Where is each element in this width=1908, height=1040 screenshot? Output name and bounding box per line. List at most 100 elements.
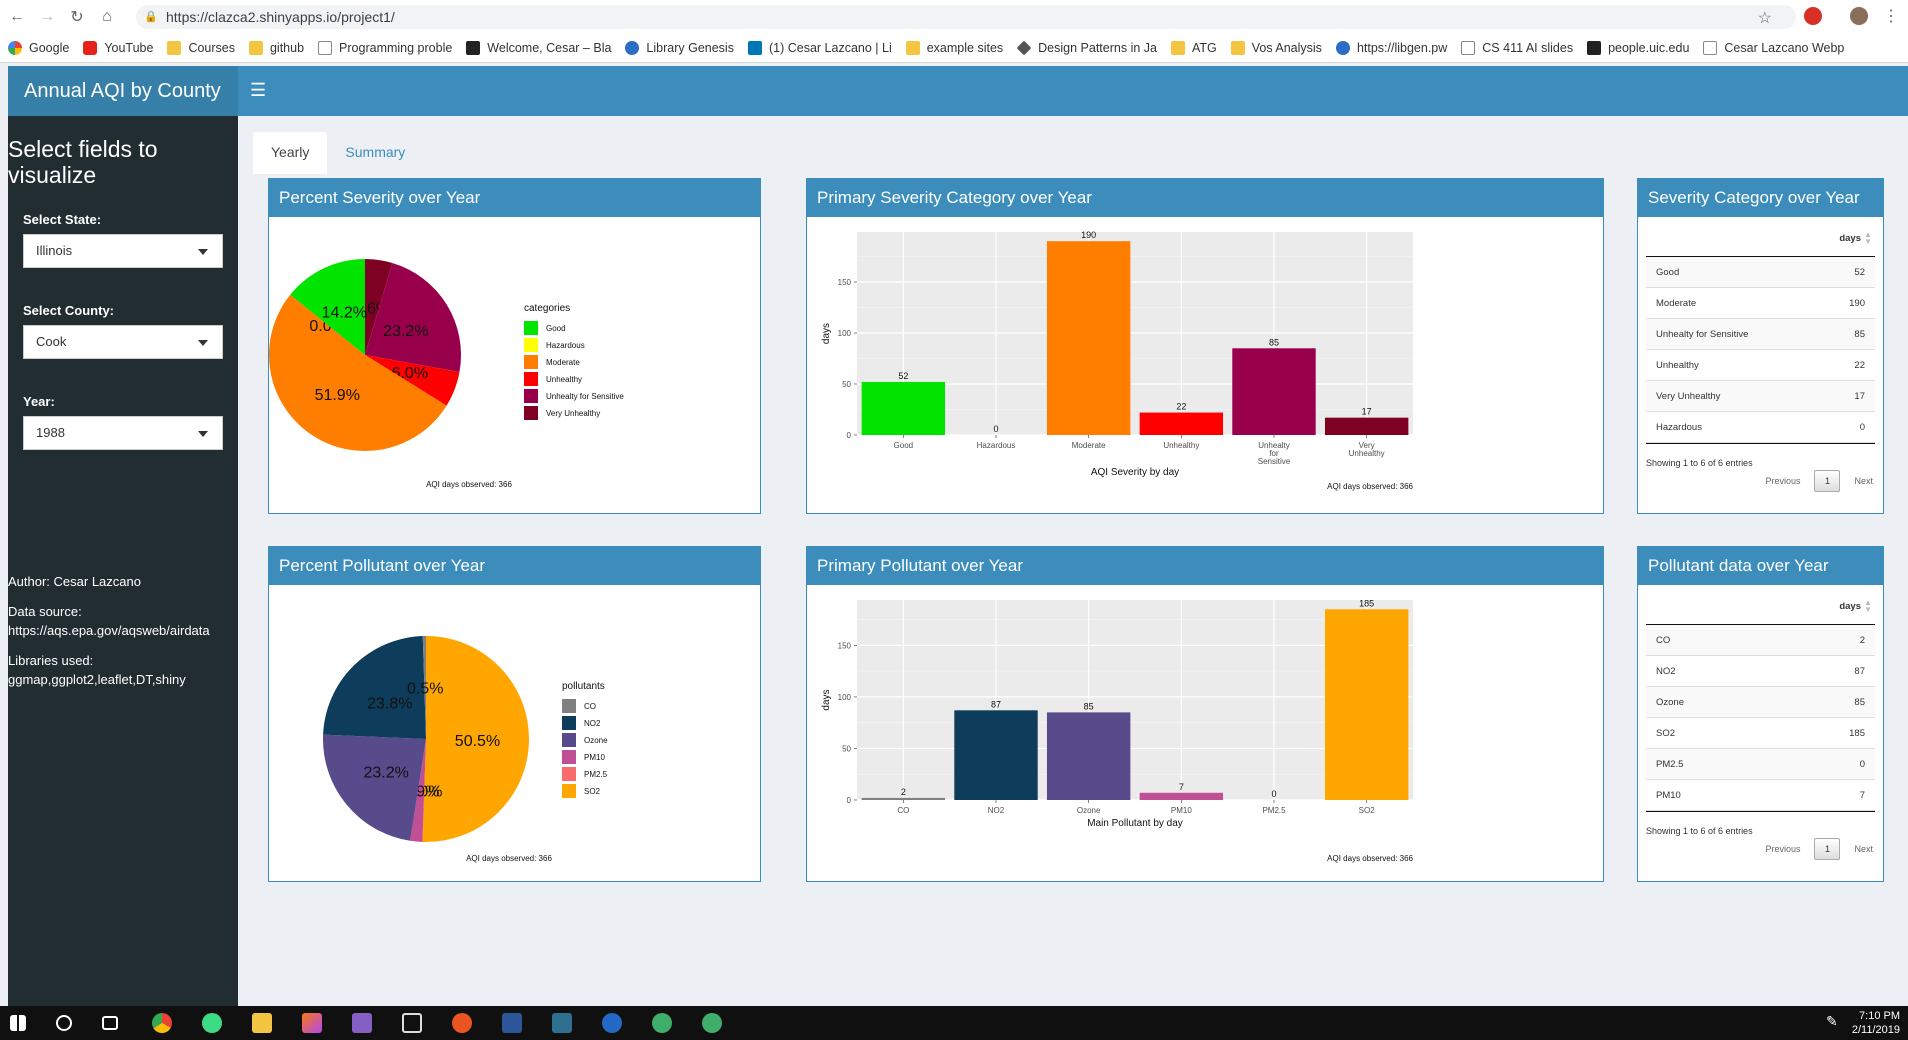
tab-yearly[interactable]: Yearly [253,132,328,174]
ubuntu-icon[interactable] [452,1013,472,1033]
primary-severity-box: Primary Severity Category over Year 0 50 1… [806,178,1604,514]
hamburger-icon[interactable]: ☰ [250,80,267,100]
windows-start-icon[interactable] [10,1015,26,1031]
menu-dots-icon[interactable]: ⋮ [1883,8,1899,25]
app-icon-green-2[interactable] [702,1013,722,1033]
bar [1232,348,1316,435]
dropdown-caret-icon [198,249,208,255]
severity-table-box: Severity Category over Year days ▲ ▼ Good 5… [1637,178,1884,514]
word-icon[interactable] [502,1013,522,1033]
bookmark-item[interactable]: Design Patterns in Ja [1016,40,1157,55]
page-1-button[interactable]: 1 [1814,838,1841,860]
file-explorer-icon[interactable] [252,1013,272,1033]
table-row: Ozone 85 [1646,687,1875,718]
forward-icon[interactable]: → [39,7,55,25]
table-footer-rule [1646,811,1875,815]
previous-button[interactable]: Previous [1765,844,1801,854]
previous-button[interactable]: Previous [1765,476,1801,486]
legend-label: PM10 [584,753,605,762]
bookmark-item[interactable]: ATG [1170,40,1217,55]
state-select[interactable]: Illinois [23,234,223,268]
bookmark-item[interactable]: Library Genesis [625,40,734,55]
chrome-taskbar-icon[interactable] [152,1013,172,1033]
table-cell-category: Unhealty for Sensitive [1656,329,1749,340]
bookmark-item[interactable]: Programming proble [318,40,452,55]
bookmark-item[interactable]: Cesar Lazcano Webp [1703,40,1844,55]
reload-icon[interactable]: ↻ [70,8,84,26]
next-button[interactable]: Next [1854,844,1873,854]
next-button[interactable]: Next [1854,476,1873,486]
3d-box-icon[interactable] [402,1013,422,1033]
search-circle-icon[interactable] [56,1015,72,1031]
bookmark-item[interactable]: example sites [905,40,1003,55]
sidebar: Select fields to visualize Select State:… [8,116,238,1006]
y-tick-label: 150 [838,278,852,287]
bookmark-item[interactable]: (1) Cesar Lazcano | Li [747,40,892,55]
profile-avatar[interactable] [1850,7,1868,25]
bookmark-item[interactable]: https://libgen.pw [1335,40,1447,55]
table-cell-days: 7 [1859,790,1865,801]
table-cell-days: 22 [1854,360,1865,371]
page-icon [1461,40,1476,55]
sort-arrows-icon[interactable]: ▲ ▼ [1864,598,1872,614]
severity-data-table: days ▲ ▼ Good 52 Moderate 190 Unhealty for S… [1646,221,1875,447]
table-header[interactable]: days ▲ ▼ [1646,221,1875,257]
bookmark-label: (1) Cesar Lazcano | Li [768,40,892,55]
table-info: Showing 1 to 6 of 6 entries [1646,826,1753,836]
days-column-header[interactable]: days [1839,233,1861,244]
lock-icon: 🔒 [144,11,158,23]
page-1-button[interactable]: 1 [1814,470,1841,492]
x-tick-label: Hazardous [977,441,1016,450]
page-icon [318,40,333,55]
bookmark-label: github [269,40,305,55]
days-column-header[interactable]: days [1839,601,1861,612]
bookmark-item[interactable]: Welcome, Cesar – Bla [466,40,611,55]
bookmark-item[interactable]: github [248,40,305,55]
bookmark-label: YouTube [104,40,154,55]
table-cell-pollutant: Ozone [1656,697,1684,708]
mysql-workbench-icon[interactable] [552,1013,572,1033]
bookmark-item[interactable]: people.uic.edu [1587,40,1689,55]
task-view-icon[interactable] [102,1016,118,1030]
table-header[interactable]: days ▲ ▼ [1646,589,1875,625]
r-icon[interactable] [602,1013,622,1033]
table-row: SO2 185 [1646,718,1875,749]
x-tick-label: CO [897,806,909,815]
app-icon-green[interactable] [652,1013,672,1033]
bar-value-label: 190 [1081,230,1096,240]
bookmark-item[interactable]: YouTube [83,40,154,55]
google-icon [8,40,22,55]
tab-summary[interactable]: Summary [345,144,406,160]
bookmark-item[interactable]: Courses [167,40,235,55]
bookmark-item[interactable]: Google [8,40,70,55]
pie-slice-label: 51.9% [315,387,360,404]
table-cell-days: 2 [1859,635,1865,646]
adblock-icon[interactable] [1804,7,1822,25]
percent-severity-box: Percent Severity over Year 4.6% 23.2% 6.0%… [268,178,761,514]
visual-studio-icon[interactable] [352,1013,372,1033]
bookmark-item[interactable]: CS 411 AI slides [1461,40,1574,55]
sort-arrows-icon[interactable]: ▲ ▼ [1864,230,1872,246]
pie-slice [365,355,460,406]
address-bar[interactable]: 🔒 https://clazca2.shinyapps.io/project1/… [136,5,1796,29]
back-icon[interactable]: ← [9,7,25,25]
county-label: Select County: [23,303,115,318]
year-select[interactable]: 1988 [23,416,223,450]
table-cell-category: Hazardous [1656,422,1702,433]
legend-label: Ozone [584,736,608,745]
sidebar-heading: Select fields to visualize [8,136,158,188]
x-tick-label: Unhealthy [1349,449,1385,458]
bookmark-label: Google [29,40,70,55]
county-select[interactable]: Cook [23,325,223,359]
intellij-icon[interactable] [302,1013,322,1033]
pie-slice [323,734,426,841]
android-studio-icon[interactable] [202,1013,222,1033]
x-axis-title: AQI Severity by day [1091,467,1179,478]
home-icon[interactable]: ⌂ [102,7,112,25]
x-tick-label: for [1269,449,1279,458]
pen-icon[interactable]: ✎ [1826,1013,1838,1029]
bookmark-star-icon[interactable]: ☆ [1757,10,1772,27]
bookmark-item[interactable]: Vos Analysis [1230,40,1322,55]
bookmark-label: CS 411 AI slides [1482,40,1574,55]
table-row: PM2.5 0 [1646,749,1875,780]
